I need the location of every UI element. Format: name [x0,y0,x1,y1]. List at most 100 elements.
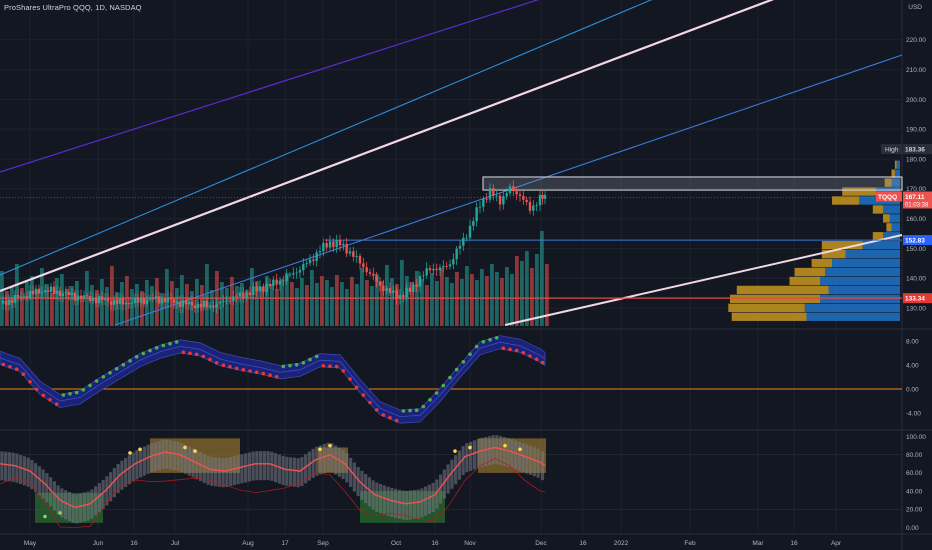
volume-bar [355,284,359,326]
price-tick-label: 140.00 [906,276,926,283]
volume-bar [505,267,509,326]
osc2-hist-bar [484,437,488,467]
candle-body [52,286,56,294]
volume-bar [510,274,514,326]
osc2-hist-bar [334,445,338,475]
osc2-hist-bar [184,444,188,474]
candle-body [332,241,335,248]
candle-body [335,240,338,248]
candle-body [465,237,468,239]
osc2-hist-bar [285,456,289,486]
candle-body [193,305,197,309]
candle-body [34,288,38,295]
osc2-hist-bar [401,490,405,520]
x-tick-label: Mar [752,540,764,547]
osc2-main-line [0,446,546,509]
currency-label: USD [908,4,922,11]
candle-body [398,295,402,299]
osc2-hist-bar [319,445,323,475]
candle-body [181,300,185,307]
osc2-hist-bar [255,451,259,481]
osc1-dot [201,354,206,359]
osc2-hist-bar [94,486,98,516]
osc2-hist-bar [0,451,4,481]
blue-level-tag-bg [903,235,932,246]
osc2-hist-bar [165,439,169,469]
candle-body [215,303,218,308]
trend-lines[interactable] [0,0,903,326]
osc2-tick-label: 20.00 [906,507,923,514]
osc2-hist-bar [465,443,469,473]
candle-body [28,290,32,299]
x-tick-label: 16 [431,540,439,547]
volume-bar [25,282,29,326]
osc1-tick-label: 8.00 [906,338,919,345]
osc2-hist-bar [79,493,83,523]
candle-body [275,279,278,285]
candle-body [348,251,352,254]
osc2-hist-bar [202,453,206,483]
osc1-dot [108,371,112,375]
osc2-hist-bar [379,484,383,514]
osc2-hist-bar [382,485,386,515]
volume-bar [185,284,189,326]
candle-body [133,297,137,304]
osc2-dot [58,511,62,515]
osc2-dot [128,451,132,455]
volume-bar [330,287,334,326]
volume-bar [525,251,529,326]
osc1-dot [274,375,279,379]
osc2-hist-bar [405,490,409,520]
osc2-hist-bar [529,445,533,475]
osc1-dot [261,371,266,376]
osc2-hist-bar [367,477,371,507]
osc2-hist-bar [124,457,128,487]
osc2-hist-bar [435,479,439,509]
candle-body [482,198,485,207]
osc2-dot [328,443,332,448]
volume-bar [245,290,249,326]
volume-bar [425,285,429,326]
x-tick-label: Sep [317,540,329,547]
candle-body [106,298,110,302]
osc2-hist-bar [457,450,461,480]
volume-bar [65,289,69,326]
osc1-dot [88,383,92,388]
osc1-dot [148,348,152,353]
oscillator-panel-2[interactable] [0,435,902,528]
osc2-tick-label: 60.00 [906,470,923,477]
osc2-hist-bar [251,451,255,481]
trend-line-2 [0,0,775,293]
oscillator-panel-1[interactable] [0,335,902,424]
candle-body [175,301,179,303]
candle-body [136,297,140,303]
profile-bar-down [821,249,846,259]
candle-body [124,302,128,305]
osc2-hist-bar [225,457,229,487]
volume-bar [265,276,269,326]
osc2-hist-bar [150,443,154,473]
volume-bar [280,279,284,326]
osc1-dot [434,391,439,395]
osc2-hist-bar [525,444,529,474]
osc2-hist-bar [510,439,514,469]
candle-body [7,299,11,305]
candle-body [315,252,318,261]
candle-body [498,195,502,205]
x-tick-label: 2022 [614,540,629,547]
osc2-hist-bar [139,448,143,478]
candle-body [85,295,89,297]
volume-bar [540,231,544,326]
candle-body [67,291,71,296]
osc2-hist-bar [536,448,540,478]
osc2-hist-bar [442,469,446,499]
candlestick-series[interactable] [1,180,547,314]
candle-body [385,288,388,292]
osc2-hist-bar [75,494,79,524]
osc2-hist-bar [472,440,476,470]
volume-bar [305,285,309,326]
osc1-dot [341,369,346,373]
candle-body [222,300,225,302]
osc2-hist-bar [206,455,210,485]
